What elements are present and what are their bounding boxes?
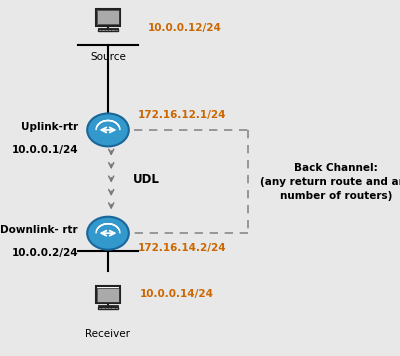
Text: 10.0.0.1/24: 10.0.0.1/24 [11, 145, 78, 155]
Text: 10.0.0.2/24: 10.0.0.2/24 [11, 248, 78, 258]
Text: Downlink- rtr: Downlink- rtr [0, 225, 78, 235]
Text: 10.0.0.12/24: 10.0.0.12/24 [148, 23, 222, 33]
Text: Uplink-rtr: Uplink-rtr [21, 122, 78, 132]
FancyBboxPatch shape [96, 9, 120, 26]
Ellipse shape [87, 114, 129, 146]
FancyBboxPatch shape [98, 288, 118, 302]
Text: 172.16.14.2/24: 172.16.14.2/24 [138, 243, 227, 253]
FancyBboxPatch shape [96, 286, 120, 303]
Text: Receiver: Receiver [86, 329, 130, 339]
FancyBboxPatch shape [98, 307, 118, 309]
Text: 172.16.12.1/24: 172.16.12.1/24 [138, 110, 226, 120]
Text: Back Channel:
(any return route and any
number of routers): Back Channel: (any return route and any … [260, 163, 400, 200]
FancyBboxPatch shape [98, 30, 118, 31]
Text: 10.0.0.14/24: 10.0.0.14/24 [140, 289, 214, 299]
FancyBboxPatch shape [98, 10, 118, 24]
Text: UDL: UDL [133, 173, 160, 186]
Text: Source: Source [90, 52, 126, 62]
Ellipse shape [87, 217, 129, 250]
